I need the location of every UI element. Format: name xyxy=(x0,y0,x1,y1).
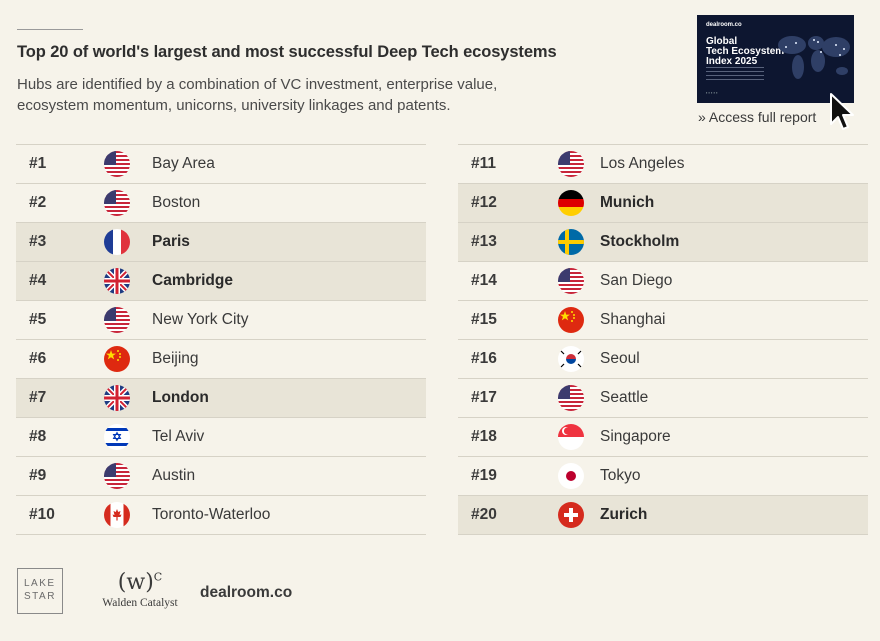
table-row: #17 Seattle xyxy=(458,379,868,418)
lake-star-logo: LAKE STAR xyxy=(17,568,63,614)
city-name: Tel Aviv xyxy=(152,428,205,445)
city-name: Beijing xyxy=(152,350,199,367)
table-row: #4 Cambridge xyxy=(16,262,426,301)
rank-label: #16 xyxy=(471,350,497,367)
page-subtitle: Hubs are identified by a combination of … xyxy=(17,76,498,114)
city-name: Boston xyxy=(152,194,201,211)
report-thumbnail[interactable]: dealroom.co Global Tech Ecosystem Index … xyxy=(697,15,854,103)
flag-il-icon xyxy=(104,424,130,450)
table-row: #16 Seoul xyxy=(458,340,868,379)
city-name: Shanghai xyxy=(600,311,666,328)
rank-label: #8 xyxy=(29,428,47,445)
walden-mark: (w) xyxy=(117,570,154,595)
table-row: #9 Austin xyxy=(16,457,426,496)
rank-label: #17 xyxy=(471,389,497,406)
city-name: Munich xyxy=(600,194,655,211)
flag-de-icon xyxy=(558,190,584,216)
city-name: Paris xyxy=(152,233,190,250)
report-footer-marks: ▪ ▪ ▪ ▪ ▪ xyxy=(706,90,718,95)
flag-cn-icon xyxy=(104,346,130,372)
rank-label: #1 xyxy=(29,155,47,172)
table-row: #15 Shanghai xyxy=(458,301,868,340)
city-name: Los Angeles xyxy=(600,155,685,172)
rank-label: #9 xyxy=(29,467,47,484)
report-title: Global Tech Ecosystem Index 2025 xyxy=(706,36,785,67)
table-row: #3 Paris xyxy=(16,223,426,262)
city-name: Cambridge xyxy=(152,272,233,289)
table-row: #11 Los Angeles xyxy=(458,145,868,184)
rank-label: #19 xyxy=(471,467,497,484)
flag-gb-icon xyxy=(104,268,130,294)
rank-label: #15 xyxy=(471,311,497,328)
access-report-link[interactable]: » Access full report xyxy=(698,109,817,125)
table-row: #6 Beijing xyxy=(16,340,426,379)
rank-label: #14 xyxy=(471,272,497,289)
flag-fr-icon xyxy=(104,229,130,255)
flag-cn-icon xyxy=(558,307,584,333)
table-row: #13 Stockholm xyxy=(458,223,868,262)
rank-label: #11 xyxy=(471,155,497,172)
flag-us-icon xyxy=(558,385,584,411)
flag-gb-icon xyxy=(104,385,130,411)
city-name: London xyxy=(152,389,209,406)
city-name: Singapore xyxy=(600,428,671,445)
table-row: #7 London xyxy=(16,379,426,418)
rank-label: #12 xyxy=(471,194,497,211)
flag-ca-icon xyxy=(104,502,130,528)
city-name: San Diego xyxy=(600,272,673,289)
rank-label: #4 xyxy=(29,272,47,289)
rank-label: #20 xyxy=(471,506,497,523)
table-row: #8 Tel Aviv xyxy=(16,418,426,457)
report-brand: dealroom.co xyxy=(706,22,742,28)
ranking-table-left: #1 Bay Area #2 Boston #3 Paris #4 Cambridge #5 Ne… xyxy=(16,144,426,535)
rank-label: #5 xyxy=(29,311,47,328)
top-rule xyxy=(17,29,83,30)
city-name: Tokyo xyxy=(600,467,641,484)
table-row: #18 Singapore xyxy=(458,418,868,457)
rank-label: #6 xyxy=(29,350,47,367)
flag-sg-icon xyxy=(558,424,584,450)
flag-us-icon xyxy=(558,268,584,294)
rank-label: #3 xyxy=(29,233,47,250)
rank-label: #10 xyxy=(29,506,55,523)
flag-se-icon xyxy=(558,229,584,255)
ranking-table-right: #11 Los Angeles #12 Munich #13 Stockholm #14 Sa… xyxy=(458,144,868,535)
table-row: #1 Bay Area xyxy=(16,145,426,184)
city-name: Bay Area xyxy=(152,155,215,172)
world-map-icon xyxy=(778,36,850,79)
city-name: New York City xyxy=(152,311,249,328)
city-name: Austin xyxy=(152,467,196,484)
rank-label: #13 xyxy=(471,233,497,250)
walden-mark-sup: C xyxy=(153,570,163,584)
flag-us-icon xyxy=(558,151,584,177)
flag-us-icon xyxy=(104,463,130,489)
table-row: #12 Munich xyxy=(458,184,868,223)
flag-jp-icon xyxy=(558,463,584,489)
city-name: Seattle xyxy=(600,389,649,406)
table-row: #19 Tokyo xyxy=(458,457,868,496)
city-name: Zurich xyxy=(600,506,648,523)
table-row: #5 New York City xyxy=(16,301,426,340)
report-description-lines xyxy=(706,67,764,83)
mouse-pointer-icon xyxy=(830,93,854,130)
flag-us-icon xyxy=(104,151,130,177)
city-name: Toronto-Waterloo xyxy=(152,506,271,523)
rank-label: #2 xyxy=(29,194,47,211)
city-name: Stockholm xyxy=(600,233,680,250)
walden-name: Walden Catalyst xyxy=(102,597,178,609)
table-row: #10 Toronto-Waterloo xyxy=(16,496,426,535)
dealroom-logo: dealroom.co xyxy=(200,584,293,601)
table-row: #14 San Diego xyxy=(458,262,868,301)
flag-us-icon xyxy=(104,190,130,216)
city-name: Seoul xyxy=(600,350,640,367)
flag-kr-icon xyxy=(558,346,584,372)
page-title: Top 20 of world's largest and most succe… xyxy=(17,43,557,61)
walden-catalyst-logo: (w)C Walden Catalyst xyxy=(95,570,185,609)
flag-ch-icon xyxy=(558,502,584,528)
rank-label: #18 xyxy=(471,428,497,445)
rank-label: #7 xyxy=(29,389,47,406)
table-row: #20 Zurich xyxy=(458,496,868,535)
flag-us-icon xyxy=(104,307,130,333)
table-row: #2 Boston xyxy=(16,184,426,223)
